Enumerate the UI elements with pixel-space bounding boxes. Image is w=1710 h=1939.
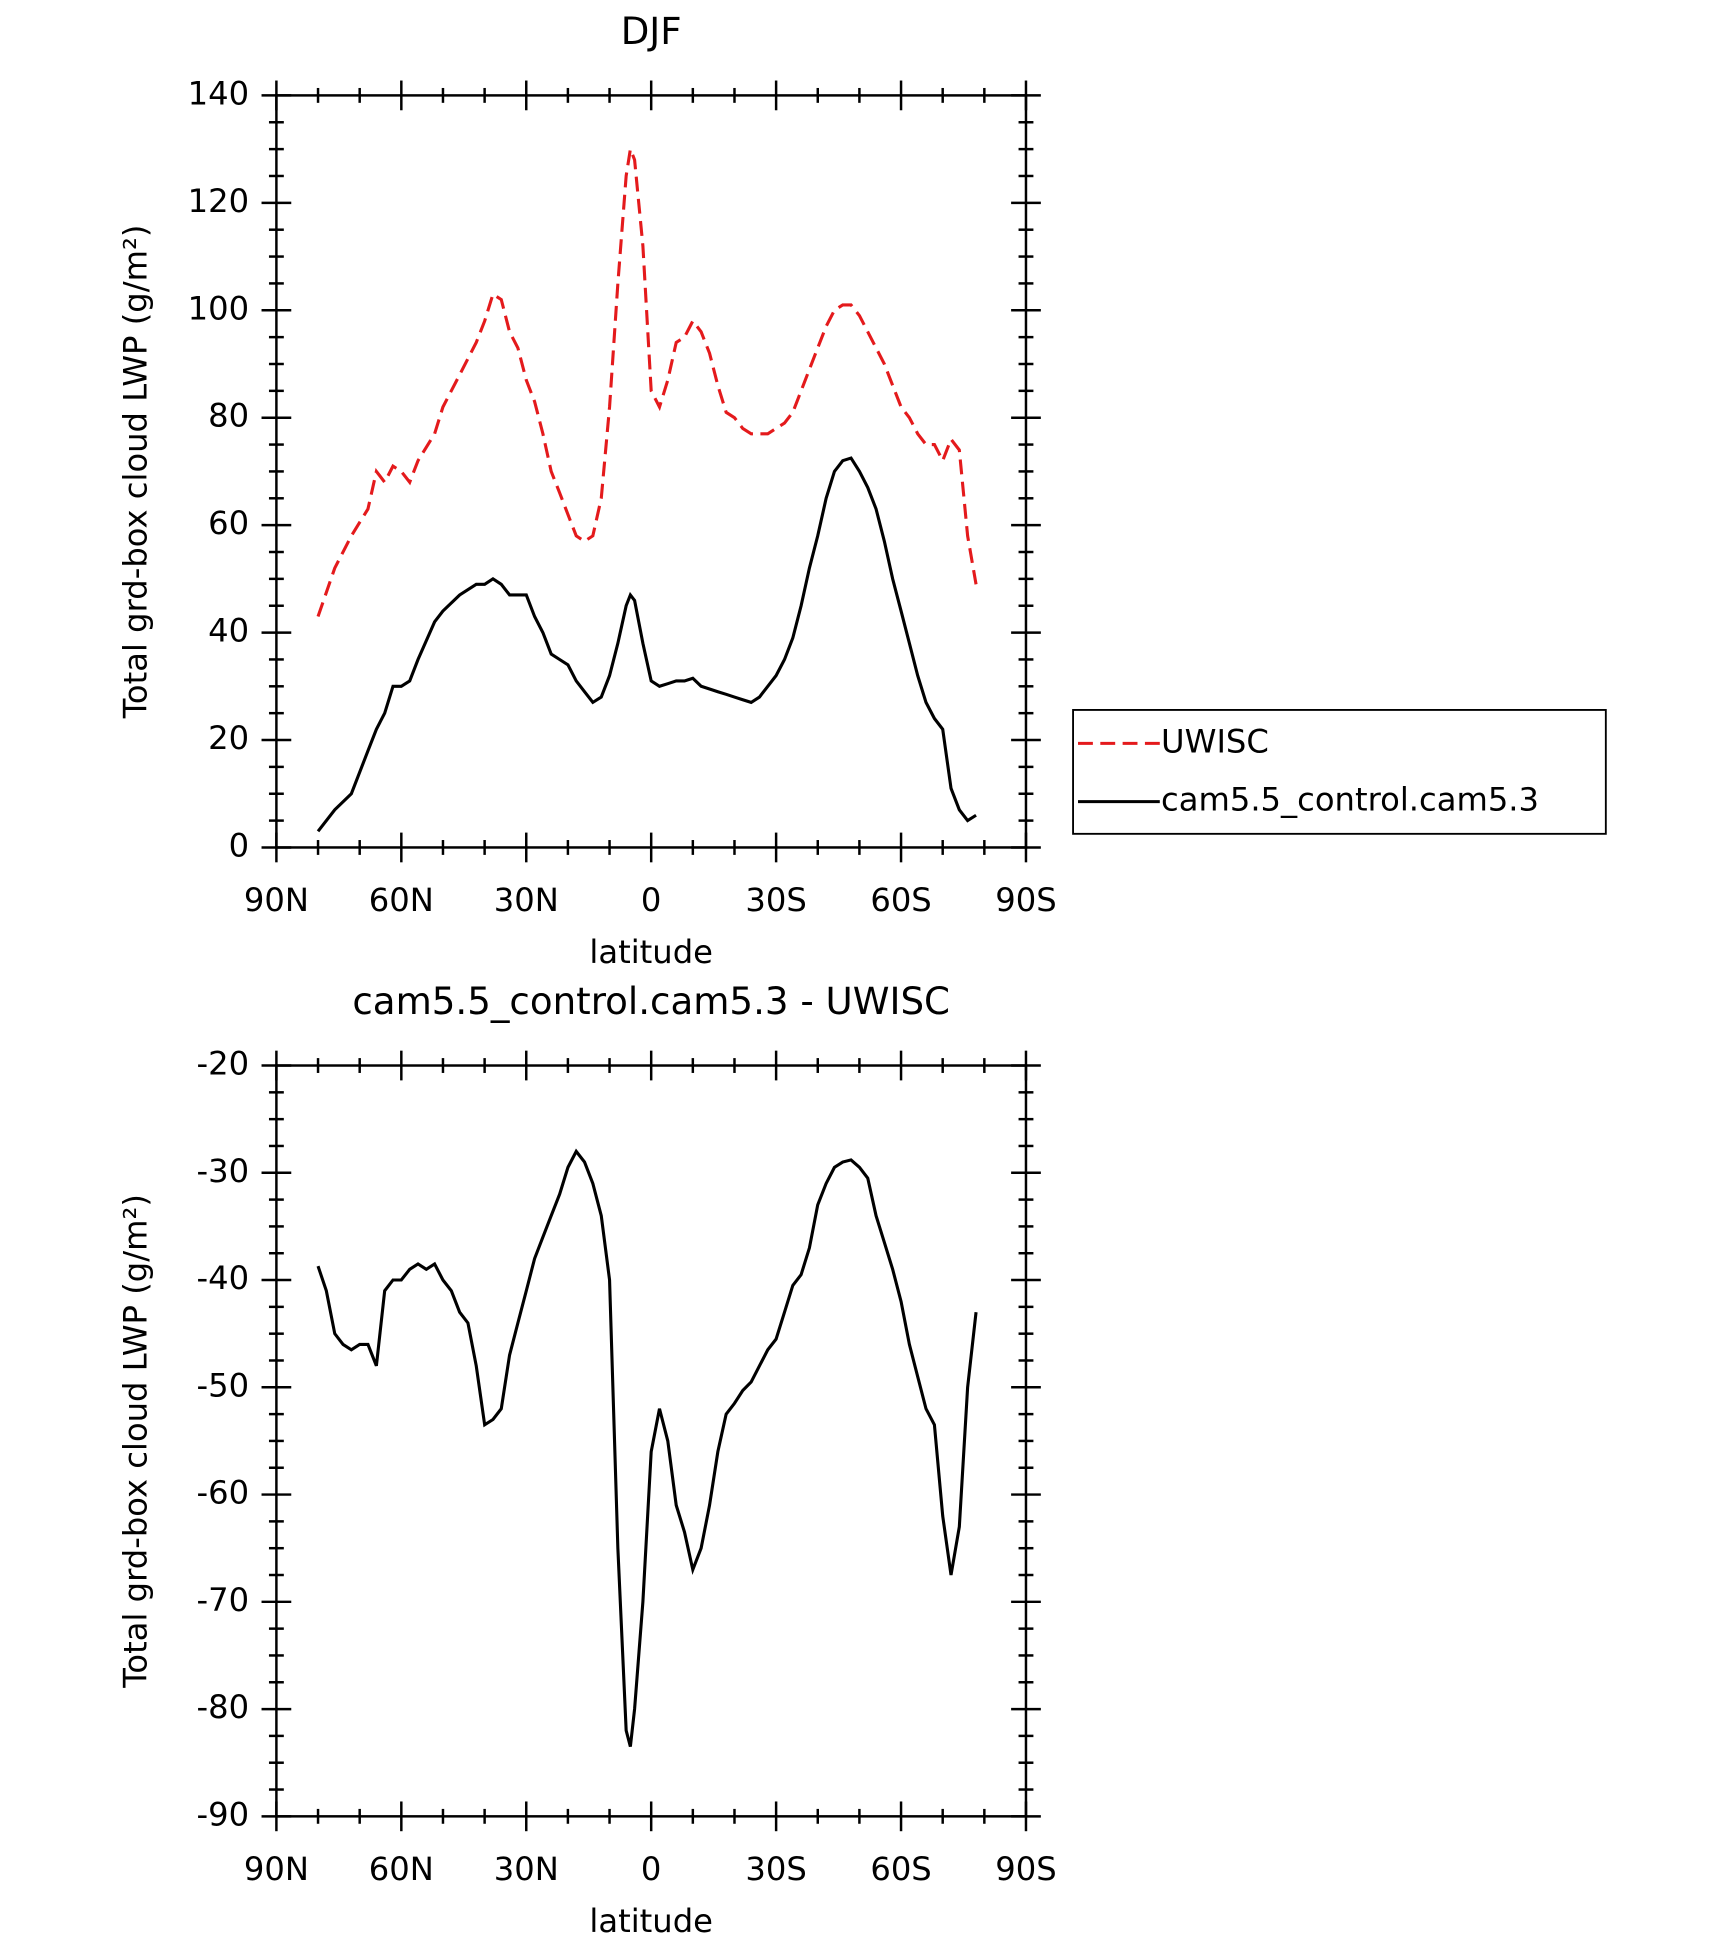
y-tick-label: -50 — [197, 1366, 250, 1404]
y-tick-label: 20 — [208, 719, 249, 757]
x-tick-label: 30S — [745, 881, 806, 919]
chart-title: DJF — [621, 10, 682, 53]
x-tick-label: 60S — [870, 881, 931, 919]
y-tick-label: -80 — [197, 1688, 250, 1726]
x-tick-label: 60N — [369, 1850, 434, 1888]
x-tick-label: 60S — [870, 1850, 931, 1888]
x-tick-label: 90S — [995, 1850, 1056, 1888]
data-line — [316, 143, 978, 618]
legend-box — [1072, 709, 1607, 835]
x-tick-label: 90N — [244, 1850, 309, 1888]
x-tick-label: 0 — [641, 881, 662, 919]
x-tick-label: 0 — [641, 1850, 662, 1888]
x-tick-label: 90S — [995, 881, 1056, 919]
y-tick-label: -20 — [197, 1045, 250, 1083]
x-tick-label: 60N — [369, 881, 434, 919]
legend-label: cam5.5_control.cam5.3 — [1161, 781, 1539, 819]
y-axis-label: Total grd-box cloud LWP (g/m²) — [117, 1194, 155, 1689]
x-axis-label: latitude — [589, 1902, 713, 1939]
x-tick-label: 30N — [494, 881, 559, 919]
y-tick-label: -40 — [197, 1259, 250, 1297]
y-tick-label: 100 — [188, 289, 249, 327]
y-tick-label: 0 — [229, 826, 250, 864]
x-axis-label: latitude — [589, 933, 713, 971]
y-axis-label: Total grd-box cloud LWP (g/m²) — [117, 225, 155, 720]
y-tick-label: -90 — [197, 1795, 250, 1833]
y-tick-label: 40 — [208, 612, 249, 650]
y-tick-label: 80 — [208, 397, 249, 435]
y-tick-label: -70 — [197, 1581, 250, 1619]
data-line — [316, 456, 977, 833]
y-tick-label: 60 — [208, 504, 249, 542]
y-tick-label: 120 — [188, 182, 249, 220]
y-tick-label: 140 — [188, 74, 249, 112]
x-tick-label: 30S — [745, 1850, 806, 1888]
x-tick-label: 90N — [244, 881, 309, 919]
data-line — [316, 1148, 978, 1747]
y-tick-label: -60 — [197, 1474, 250, 1512]
chart-title: cam5.5_control.cam5.3 - UWISC — [352, 980, 950, 1023]
legend-label: UWISC — [1161, 722, 1269, 760]
plot-frame — [275, 1064, 1028, 1818]
y-tick-label: -30 — [197, 1152, 250, 1190]
x-tick-label: 30N — [494, 1850, 559, 1888]
